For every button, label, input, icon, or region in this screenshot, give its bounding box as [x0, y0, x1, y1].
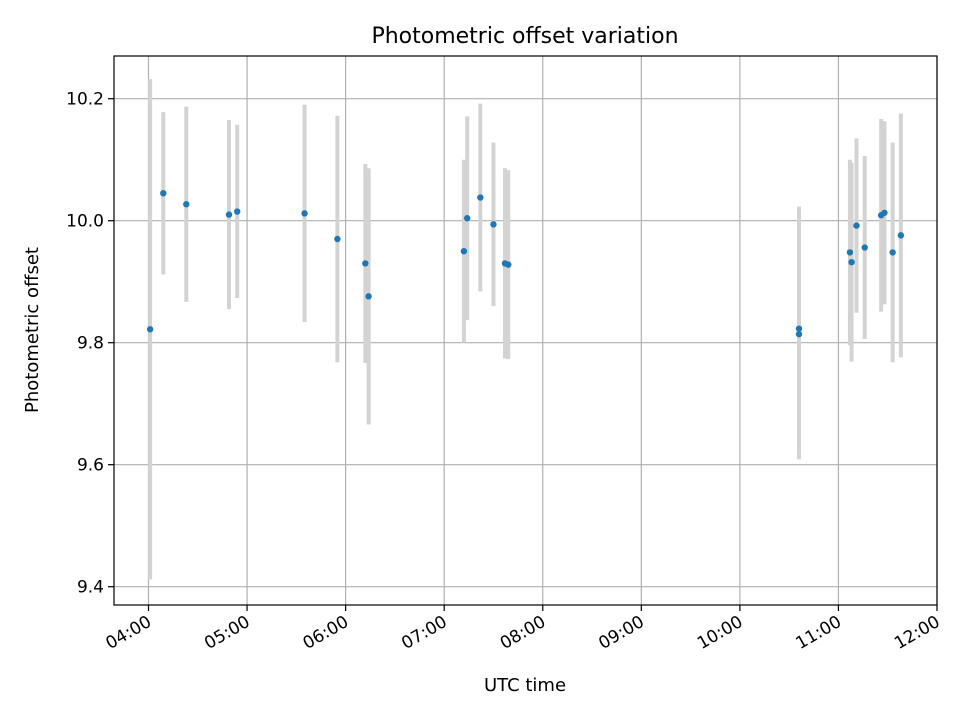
data-point — [477, 194, 484, 201]
plot-area — [113, 55, 938, 606]
data-point — [183, 201, 190, 208]
data-point — [225, 211, 233, 218]
data-point — [861, 244, 868, 251]
data-point — [362, 260, 369, 267]
data-point — [897, 232, 905, 239]
data-points — [146, 190, 905, 338]
y-tick-label: 9.8 — [77, 334, 104, 354]
data-point — [463, 215, 471, 222]
data-point — [853, 222, 860, 229]
data-point — [234, 208, 241, 215]
data-point — [490, 221, 497, 228]
data-point — [334, 235, 341, 243]
data-point — [146, 326, 154, 333]
data-point — [881, 209, 888, 216]
data-point — [889, 249, 896, 256]
y-axis-label: Photometric offset — [22, 247, 43, 413]
data-point — [460, 248, 468, 255]
data-point — [505, 261, 512, 268]
y-tick-label: 9.6 — [77, 456, 104, 476]
y-tick-label: 10.0 — [66, 212, 104, 232]
plot-frame — [113, 55, 938, 606]
y-axis-ticks: 9.4 9.6 9.8 10.0 10.2 — [66, 90, 114, 598]
chart-title: Photometric offset variation — [371, 24, 678, 49]
data-point — [301, 210, 308, 217]
y-tick-label: 10.2 — [66, 90, 104, 110]
data-point — [160, 190, 167, 197]
y-tick-label: 9.4 — [77, 578, 104, 598]
x-axis-label: UTC time — [484, 675, 566, 696]
data-point — [365, 293, 372, 300]
data-point — [795, 330, 803, 338]
data-point — [848, 258, 855, 266]
data-point — [795, 325, 803, 332]
grid — [114, 56, 938, 605]
data-point — [846, 249, 854, 256]
